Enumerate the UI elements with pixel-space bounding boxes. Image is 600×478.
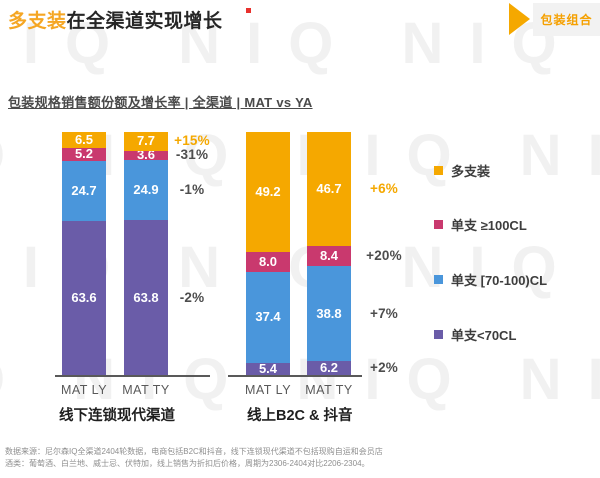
legend-item-multipack: 多支装 bbox=[434, 162, 491, 179]
footnote-line-2: 酒类：葡萄酒、白兰地、威士忌、伏特加，线上销售为折扣后价格，周期为2306-24… bbox=[5, 459, 370, 468]
growth-label: -1% bbox=[179, 181, 205, 197]
growth-label: +15% bbox=[174, 133, 210, 149]
bar-segment bbox=[62, 147, 106, 161]
bar-mat-ty: 63.8 24.9 3.6 7.7 bbox=[124, 132, 168, 376]
bar-segment bbox=[246, 362, 290, 376]
group-label: 线下连锁现代渠道 bbox=[59, 408, 175, 424]
bar-value-label: 63.8 bbox=[133, 290, 159, 306]
growth-label: +20% bbox=[366, 247, 402, 263]
arrow-right-icon bbox=[509, 3, 530, 35]
bar-mat-ly: 63.6 24.7 5.2 6.5 bbox=[62, 132, 106, 376]
axis-label: MAT TY bbox=[122, 383, 170, 397]
bar-value-label: 7.7 bbox=[136, 133, 156, 149]
growth-label: +6% bbox=[370, 180, 398, 196]
bar-segment bbox=[62, 220, 106, 376]
watermark-text: NIQ NIQ NIQ NIQ NIQ bbox=[0, 11, 600, 76]
section-badge: 包装组合 bbox=[533, 3, 600, 36]
page-title: 多支装在全渠道实现增长 bbox=[8, 6, 223, 33]
legend-item-single-ge100cl: 单支 ≥100CL bbox=[434, 216, 527, 233]
bar-value-label: 49.2 bbox=[255, 184, 281, 200]
bar-segment bbox=[307, 266, 351, 361]
bar-segment bbox=[62, 160, 106, 221]
bar-value-label: 6.5 bbox=[74, 131, 94, 147]
footnote: 数据来源：尼尔森IQ全渠道2404轮数据，电商包括B2C和抖音，线下连锁现代渠道… bbox=[5, 446, 383, 470]
bar-segment bbox=[307, 131, 351, 246]
bar-mat-ly: 5.4 37.4 8.0 49.2 bbox=[246, 132, 290, 376]
bar-segment bbox=[307, 360, 351, 376]
bar-segment bbox=[246, 271, 290, 363]
bar-segment bbox=[124, 159, 168, 221]
axis-label: MAT LY bbox=[244, 383, 292, 397]
legend-swatch-multipack bbox=[434, 165, 443, 175]
bar-value-label: 46.7 bbox=[316, 180, 342, 196]
bar-value-label: 63.6 bbox=[71, 290, 97, 306]
axis-label: MAT TY bbox=[305, 383, 353, 397]
bar-segment bbox=[307, 245, 351, 267]
bar-value-label: 5.4 bbox=[258, 361, 278, 377]
legend-swatch-single-70-100cl bbox=[434, 274, 443, 284]
legend-swatch-single-lt70cl bbox=[434, 329, 443, 339]
bar-value-label: 5.2 bbox=[74, 146, 94, 162]
bar-value-label: 24.7 bbox=[71, 182, 97, 198]
bar-segment bbox=[124, 132, 168, 151]
growth-label: -31% bbox=[175, 147, 209, 163]
legend-item-single-70-100cl: 单支 [70-100)CL bbox=[434, 271, 548, 288]
bar-value-label: 8.4 bbox=[319, 247, 339, 263]
section-badge-label: 包装组合 bbox=[540, 13, 593, 27]
legend-label: 单支 ≥100CL bbox=[451, 217, 527, 233]
legend-label: 单支<70CL bbox=[451, 327, 517, 343]
bar-segment bbox=[246, 132, 290, 253]
growth-label: +7% bbox=[370, 305, 398, 321]
legend-label: 多支装 bbox=[451, 163, 491, 179]
bar-value-label: 8.0 bbox=[258, 253, 278, 269]
legend-swatch-single-ge100cl bbox=[434, 219, 443, 229]
red-dot bbox=[246, 8, 251, 13]
bar-segment bbox=[124, 150, 168, 160]
bar-segment bbox=[246, 252, 290, 272]
axis-label: MAT LY bbox=[60, 383, 108, 397]
group-label: 线上B2C & 抖音 bbox=[247, 408, 353, 424]
growth-label: +2% bbox=[370, 360, 398, 376]
bar-value-label: 6.2 bbox=[319, 360, 339, 376]
title-rest: 在全渠道实现增长 bbox=[66, 11, 223, 32]
bar-value-label: 3.6 bbox=[136, 147, 156, 163]
bar-value-label: 37.4 bbox=[255, 309, 281, 325]
bar-value-label: 24.9 bbox=[133, 181, 159, 197]
bar-mat-ty: 6.2 38.8 8.4 46.7 bbox=[307, 131, 351, 376]
legend-item-single-lt70cl: 单支<70CL bbox=[434, 326, 517, 343]
growth-label: -2% bbox=[179, 290, 205, 306]
bar-segment bbox=[62, 132, 106, 148]
legend-label: 单支 [70-100)CL bbox=[451, 272, 548, 288]
footnote-line-1: 数据来源：尼尔森IQ全渠道2404轮数据，电商包括B2C和抖音，线下连锁现代渠道… bbox=[5, 447, 383, 456]
axis-baseline bbox=[228, 375, 362, 377]
chart-title: 包装规格销售额份额及增长率 | 全渠道 | MAT vs YA bbox=[8, 95, 313, 110]
axis-baseline bbox=[55, 375, 210, 377]
title-highlight: 多支装 bbox=[8, 11, 67, 32]
bar-value-label: 38.8 bbox=[316, 305, 342, 321]
bar-segment bbox=[124, 220, 168, 376]
